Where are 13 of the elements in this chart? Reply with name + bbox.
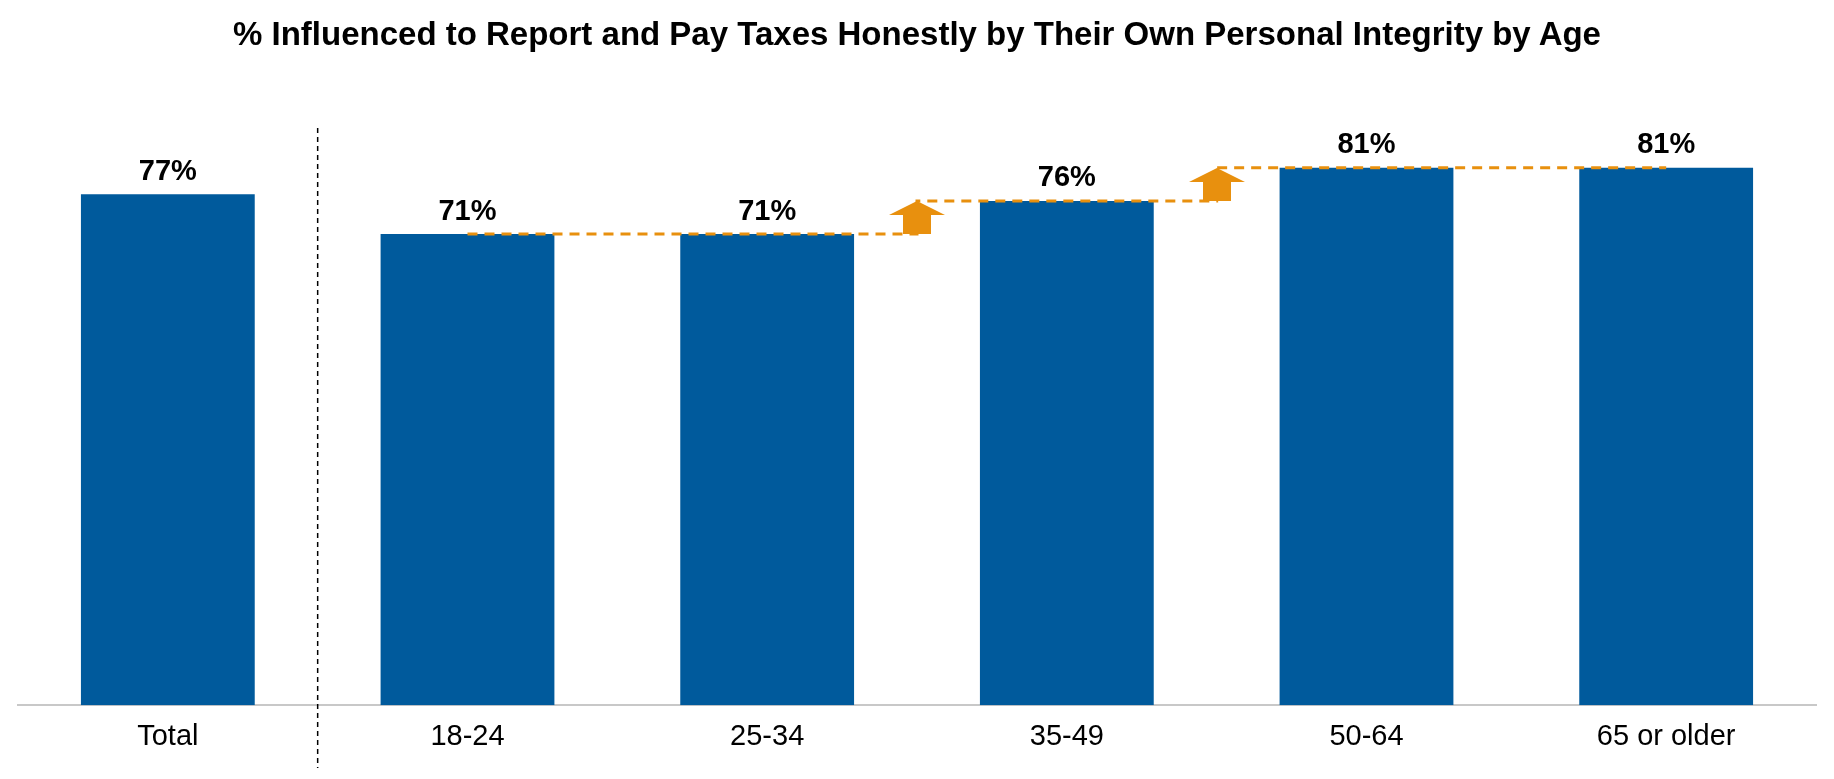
x-tick-label: 18-24 — [430, 718, 505, 751]
x-tick-label: 65 or older — [1596, 718, 1736, 751]
x-tick-label: 50-64 — [1329, 718, 1404, 751]
x-tick-label: Total — [137, 718, 199, 751]
data-label: 77% — [138, 153, 198, 186]
data-label: 81% — [1637, 127, 1696, 160]
data-label: 81% — [1337, 127, 1396, 160]
chart-title: % Influenced to Report and Pay Taxes Honestly by Their Own Personal Integrity by Age — [232, 14, 1602, 54]
data-label: 71% — [438, 193, 497, 226]
x-tick-label: 35-49 — [1029, 718, 1104, 751]
x-tick-label: 25-34 — [730, 718, 805, 751]
data-label: 76% — [1037, 160, 1097, 193]
data-label: 71% — [738, 193, 797, 226]
